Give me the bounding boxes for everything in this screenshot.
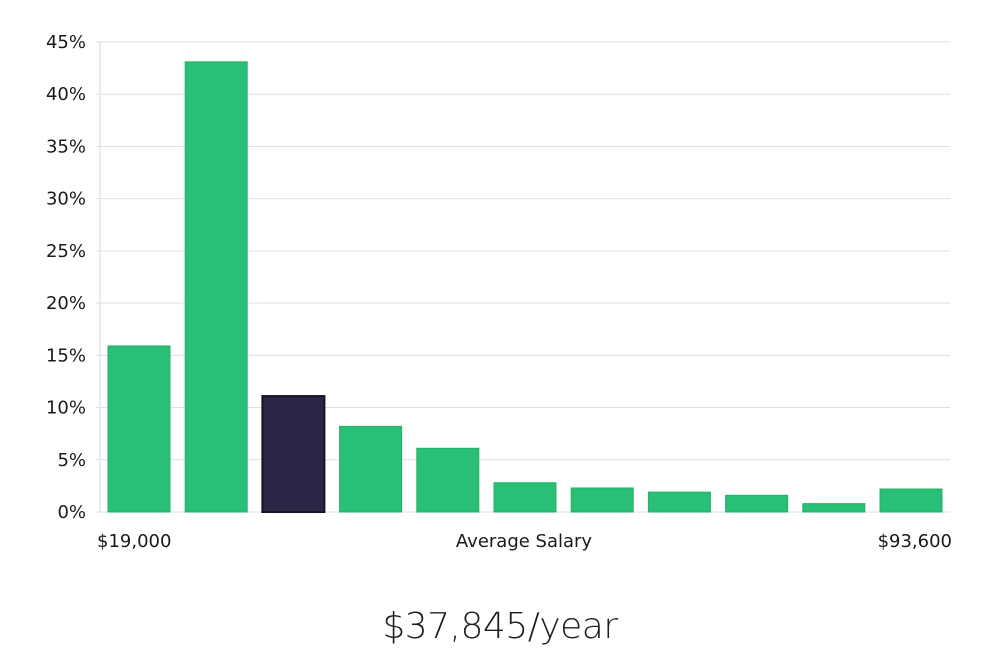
bar-5	[416, 447, 480, 513]
bar-2	[184, 61, 248, 513]
bar-7	[570, 487, 634, 513]
bars	[107, 61, 943, 514]
salary-histogram: 0% 5% 10% 15% 20% 25% 30% 35% 40% 45% $19,000 Ave…	[46, 32, 952, 552]
average-salary-value: $37,845/year	[382, 606, 618, 647]
bar-4	[339, 425, 403, 513]
bar-11	[879, 488, 943, 513]
bar-highlighted-3	[261, 395, 326, 514]
y-tick-label-20: 20%	[46, 293, 86, 314]
y-tick-label-5: 5%	[57, 450, 86, 471]
x-axis-labels: $19,000 Average Salary $93,600	[97, 531, 952, 552]
y-tick-label-25: 25%	[46, 241, 86, 262]
y-tick-label-45: 45%	[46, 32, 86, 53]
x-axis-min-label: $19,000	[97, 531, 171, 552]
y-tick-label-30: 30%	[46, 189, 86, 210]
y-tick-label-10: 10%	[46, 398, 86, 419]
x-axis-max-label: $93,600	[878, 531, 952, 552]
bar-10	[802, 503, 866, 513]
bar-6	[493, 482, 557, 513]
bar-9	[725, 494, 789, 513]
y-tick-label-15: 15%	[46, 345, 86, 366]
y-axis-tick-labels: 0% 5% 10% 15% 20% 25% 30% 35% 40% 45%	[46, 32, 86, 523]
y-tick-label-35: 35%	[46, 136, 86, 157]
bar-8	[647, 491, 711, 513]
bar-1	[107, 345, 171, 513]
x-axis-title: Average Salary	[456, 531, 593, 552]
y-tick-label-40: 40%	[46, 84, 86, 105]
y-tick-label-0: 0%	[57, 502, 86, 523]
